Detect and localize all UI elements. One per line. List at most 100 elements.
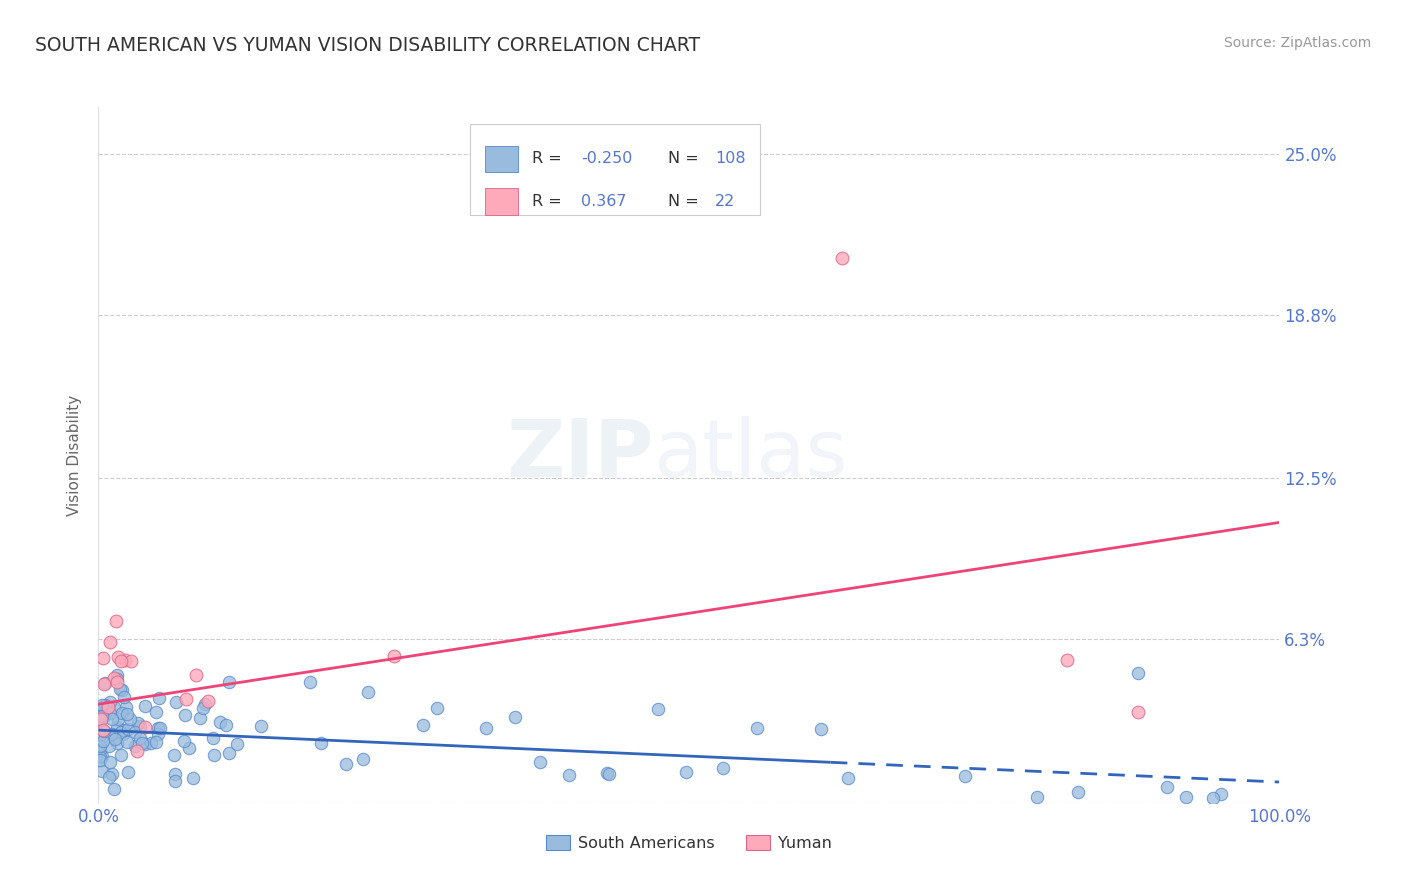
Point (114, 653, 136, 667)
Text: R =: R = (531, 152, 567, 166)
Point (218, 675, 240, 690)
Point (107, 712, 129, 726)
Point (412, 718, 434, 732)
Point (117, 765, 139, 780)
Point (141, 736, 163, 750)
Point (91, 734, 114, 748)
Text: R =: R = (531, 194, 567, 209)
Point (110, 748, 132, 763)
Point (100, 766, 122, 780)
Point (953, 769, 976, 783)
Point (89, 728, 111, 742)
Point (173, 734, 195, 748)
Point (174, 691, 197, 706)
Point (131, 736, 153, 750)
Point (110, 706, 132, 720)
Point (127, 715, 149, 730)
Point (127, 744, 149, 758)
Point (117, 722, 139, 736)
Point (218, 746, 240, 760)
Point (711, 761, 734, 775)
Point (145, 705, 167, 719)
Point (111, 727, 134, 741)
Point (134, 737, 156, 751)
Point (202, 731, 225, 746)
Point (134, 698, 156, 713)
Point (93, 723, 115, 737)
Point (91, 701, 114, 715)
Point (173, 708, 195, 723)
Point (98, 770, 121, 784)
Point (181, 771, 204, 785)
Point (103, 671, 125, 685)
Point (105, 667, 128, 681)
Point (474, 721, 496, 735)
Point (202, 747, 225, 762)
Point (134, 720, 156, 734)
Point (110, 683, 132, 698)
FancyBboxPatch shape (485, 188, 517, 215)
Point (89, 749, 111, 764)
Point (89, 754, 111, 768)
Point (177, 740, 200, 755)
Point (128, 731, 150, 746)
Point (89, 739, 111, 753)
Point (163, 774, 186, 789)
Point (89, 720, 111, 734)
Point (103, 727, 125, 741)
Text: 22: 22 (714, 194, 735, 209)
Text: 108: 108 (714, 152, 745, 166)
Point (426, 700, 449, 714)
Point (93, 708, 115, 723)
Point (104, 731, 127, 746)
Point (1156, 780, 1178, 794)
Text: Source: ZipAtlas.com: Source: ZipAtlas.com (1223, 36, 1371, 50)
Point (115, 706, 138, 721)
Point (335, 756, 357, 771)
Point (105, 672, 128, 686)
Text: SOUTH AMERICAN VS YUMAN VISION DISABILITY CORRELATION CHART: SOUTH AMERICAN VS YUMAN VISION DISABILIT… (35, 36, 700, 54)
Point (90, 712, 112, 726)
Text: atlas: atlas (654, 416, 848, 494)
Point (105, 720, 128, 734)
Point (810, 722, 832, 736)
Point (90, 764, 112, 778)
Point (598, 767, 620, 781)
Point (831, 251, 853, 265)
Point (110, 681, 132, 696)
Point (184, 667, 207, 681)
Point (110, 725, 132, 739)
FancyBboxPatch shape (471, 124, 759, 215)
Point (596, 765, 619, 780)
Point (112, 690, 135, 705)
Legend: South Americans, Yuman: South Americans, Yuman (540, 829, 838, 857)
Point (91, 749, 114, 764)
Point (225, 737, 247, 751)
Point (309, 736, 332, 750)
Point (145, 735, 167, 749)
Point (107, 675, 129, 690)
Point (382, 648, 405, 663)
Point (115, 700, 138, 714)
Point (163, 747, 186, 762)
Point (115, 735, 138, 749)
Point (1126, 665, 1149, 680)
Point (100, 706, 122, 721)
Point (558, 767, 581, 781)
Point (1175, 789, 1198, 804)
Point (105, 736, 128, 750)
Point (101, 712, 124, 726)
Point (647, 702, 669, 716)
Point (146, 721, 169, 735)
Point (149, 721, 172, 735)
Point (214, 717, 236, 731)
FancyBboxPatch shape (485, 145, 517, 172)
Point (352, 752, 374, 766)
Y-axis label: Vision Disability: Vision Disability (67, 394, 83, 516)
Point (93, 723, 115, 738)
Point (745, 721, 768, 735)
Point (1026, 789, 1049, 804)
Text: 0.367: 0.367 (582, 194, 627, 209)
Point (529, 755, 551, 769)
Point (118, 712, 141, 726)
